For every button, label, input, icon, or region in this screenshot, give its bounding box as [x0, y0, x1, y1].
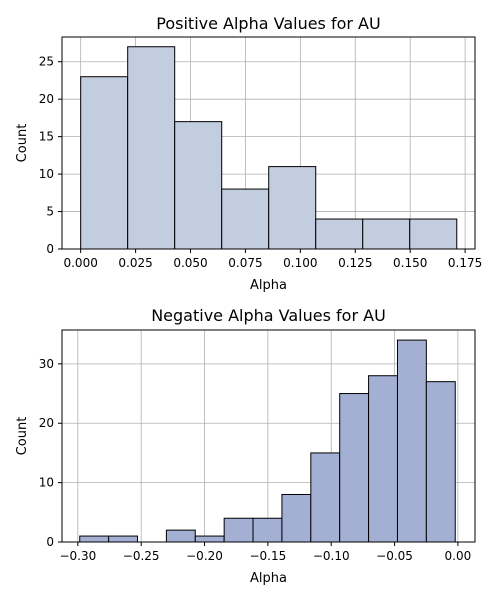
y-ticks: 0 10 20 30 [39, 357, 62, 549]
histogram-bar [79, 535, 110, 543]
y-axis-label: Count [15, 417, 30, 456]
y-tick-label: 10 [39, 167, 54, 181]
x-tick-label: −0.20 [186, 549, 223, 563]
histogram-bar [425, 381, 456, 543]
x-axis-label: Alpha [250, 278, 287, 293]
x-tick-label: −0.10 [313, 549, 350, 563]
histogram-bar [362, 218, 411, 250]
y-ticks: 0 5 10 15 20 25 [39, 55, 62, 256]
bars [79, 339, 456, 543]
y-tick-label: 5 [46, 205, 54, 219]
x-tick-label: 0.125 [338, 256, 372, 270]
chart-title: Negative Alpha Values for AU [151, 306, 386, 325]
histogram-bar [281, 493, 312, 543]
plot-frame [61, 36, 476, 250]
x-tick-label: 0.100 [283, 256, 317, 270]
histogram-bar [409, 218, 458, 250]
y-tick-label: 0 [46, 242, 54, 256]
negative-alpha-histogram: Negative Alpha Values for AU −0.30 −0.25−… [15, 306, 476, 586]
histogram-bar [315, 218, 364, 250]
chart-title: Positive Alpha Values for AU [156, 14, 380, 33]
histogram-bar [223, 517, 254, 543]
histogram-bar [310, 452, 341, 543]
histogram-bar [108, 535, 139, 543]
histogram-bar [174, 121, 223, 250]
x-tick-label: −0.25 [123, 549, 160, 563]
x-tick-label: −0.30 [59, 549, 96, 563]
y-axis-label: Count [15, 124, 30, 163]
y-tick-label: 20 [39, 92, 54, 106]
x-tick-label: 0.075 [228, 256, 262, 270]
y-tick-label: 25 [39, 55, 54, 69]
positive-alpha-histogram: Positive Alpha Values for AU 0.000 0.025 0… [15, 14, 482, 293]
x-ticks: −0.30 −0.25 −0.20 −0.15 −0.10 −0.05 0.00 [59, 542, 471, 563]
histogram-bar [396, 339, 427, 543]
x-tick-label: 0.150 [393, 256, 427, 270]
histogram-bar [268, 166, 317, 250]
histogram-bar [252, 517, 283, 543]
x-tick-label: 0.050 [173, 256, 207, 270]
x-tick-label: 0.00 [445, 549, 472, 563]
y-tick-label: 10 [39, 476, 54, 490]
y-tick-label: 30 [39, 357, 54, 371]
y-tick-label: 0 [46, 535, 54, 549]
histogram-bar [368, 375, 398, 543]
histogram-bar [221, 188, 270, 250]
y-tick-label: 15 [39, 130, 54, 144]
histogram-bar [165, 529, 196, 543]
x-tick-label: −0.15 [249, 549, 286, 563]
y-tick-label: 20 [39, 416, 54, 430]
histogram-bar [194, 535, 225, 543]
histogram-bar [80, 76, 129, 250]
x-ticks: 0.000 0.025 0.050 0.075 0.100 0.125 0.150 0.175 [63, 249, 482, 270]
histogram-bar [339, 393, 370, 543]
x-tick-label: 0.000 [63, 256, 97, 270]
histogram-bar [127, 46, 176, 250]
x-tick-label: 0.025 [118, 256, 152, 270]
x-tick-label: 0.175 [448, 256, 482, 270]
x-axis-label: Alpha [250, 571, 287, 586]
x-tick-label: −0.05 [376, 549, 413, 563]
plot-frame [61, 329, 476, 543]
